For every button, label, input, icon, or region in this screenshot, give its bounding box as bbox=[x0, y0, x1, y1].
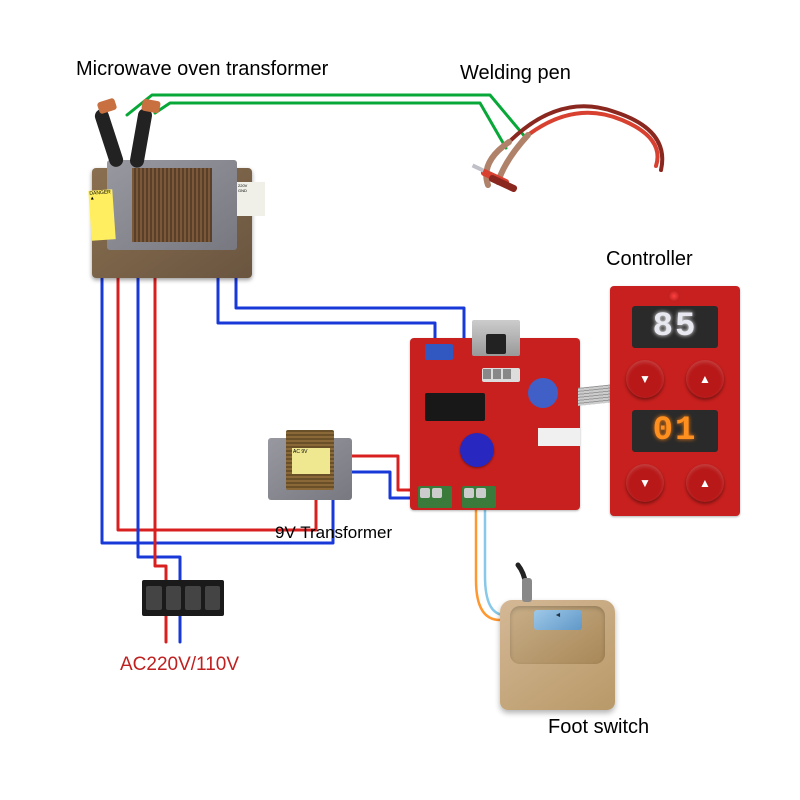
button-top-left[interactable]: ▼ bbox=[626, 360, 664, 398]
display-top: 85 bbox=[632, 306, 718, 348]
led-indicator bbox=[668, 290, 680, 302]
label-mot: Microwave oven transformer bbox=[76, 58, 328, 81]
button-bottom-right[interactable]: ▲ bbox=[686, 464, 724, 502]
label-controller: Controller bbox=[606, 248, 693, 271]
display-bottom: 01 bbox=[632, 410, 718, 452]
screw-terminal-2 bbox=[462, 486, 496, 508]
button-top-right[interactable]: ▲ bbox=[686, 360, 724, 398]
ac-terminal-block bbox=[142, 580, 224, 616]
transformer-9v: AC 9V bbox=[268, 430, 352, 500]
main-pcb bbox=[410, 338, 580, 510]
cable-gland bbox=[522, 578, 532, 602]
label-foot: Foot switch bbox=[548, 716, 649, 739]
danger-label: DANGER▲ bbox=[88, 189, 115, 241]
label-tx9v: 9V Transformer bbox=[275, 523, 392, 543]
foot-switch[interactable]: ◄ bbox=[500, 600, 615, 710]
welding-pen bbox=[480, 168, 540, 198]
label-welding_pen: Welding pen bbox=[460, 62, 571, 85]
ribbon-connector bbox=[538, 428, 580, 446]
mot-transformer: DANGER▲ 220VGND bbox=[92, 130, 252, 278]
ribbon-cable bbox=[578, 384, 614, 406]
controller-panel[interactable]: 85 ▼ ▲ 01 ▼ ▲ bbox=[610, 286, 740, 516]
button-bottom-left[interactable]: ▼ bbox=[626, 464, 664, 502]
screw-terminal-1 bbox=[418, 486, 452, 508]
label-ac: AC220V/110V bbox=[120, 654, 239, 676]
